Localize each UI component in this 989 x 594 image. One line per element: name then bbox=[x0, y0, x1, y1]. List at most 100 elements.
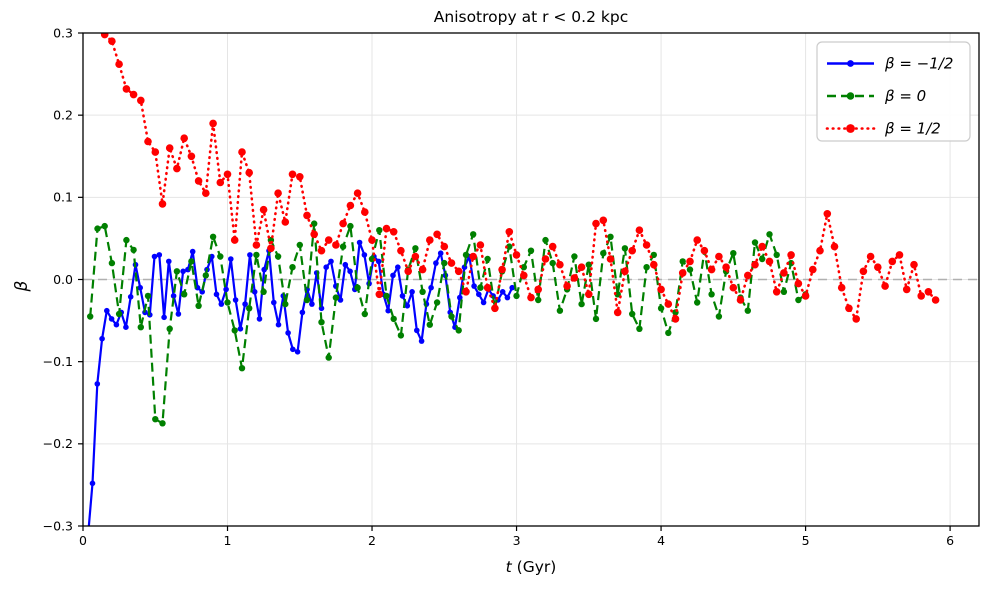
legend-item: β = 0 bbox=[827, 87, 926, 105]
data-point-marker bbox=[664, 300, 673, 308]
data-point-marker bbox=[759, 255, 766, 263]
chart-title: Anisotropy at r < 0.2 kpc bbox=[434, 8, 628, 26]
data-point-marker bbox=[113, 321, 120, 328]
y-tick-label: 0.0 bbox=[53, 272, 73, 287]
data-point-marker bbox=[454, 267, 463, 276]
data-point-marker bbox=[470, 231, 477, 238]
data-point-marker bbox=[89, 480, 96, 487]
data-point-marker bbox=[513, 292, 520, 300]
data-point-marker bbox=[175, 311, 182, 317]
x-tick-label: 6 bbox=[946, 533, 954, 548]
data-point-marker bbox=[224, 299, 231, 306]
data-point-marker bbox=[657, 285, 665, 294]
data-point-marker bbox=[317, 246, 326, 255]
x-tick-label: 3 bbox=[513, 533, 521, 548]
data-point-marker bbox=[101, 222, 108, 230]
data-point-marker bbox=[375, 258, 382, 265]
data-point-marker bbox=[332, 241, 340, 249]
data-point-marker bbox=[801, 292, 810, 300]
data-point-marker bbox=[303, 296, 311, 304]
data-point-marker bbox=[571, 253, 578, 260]
legend-label: β = −1/2 bbox=[884, 55, 953, 73]
data-point-marker bbox=[729, 283, 738, 292]
data-point-marker bbox=[874, 263, 882, 272]
data-point-marker bbox=[404, 267, 413, 276]
data-point-marker bbox=[506, 243, 513, 250]
data-point-marker bbox=[156, 252, 163, 258]
data-point-marker bbox=[409, 289, 415, 295]
data-point-marker bbox=[342, 261, 349, 268]
data-point-marker bbox=[339, 243, 347, 250]
data-point-marker bbox=[310, 230, 319, 239]
data-point-marker bbox=[881, 282, 889, 290]
data-point-marker bbox=[328, 258, 334, 265]
data-point-marker bbox=[127, 294, 134, 300]
data-point-marker bbox=[715, 313, 723, 320]
data-point-marker bbox=[505, 228, 514, 236]
data-point-marker bbox=[476, 241, 485, 249]
data-point-marker bbox=[108, 37, 116, 45]
data-point-marker bbox=[137, 96, 145, 105]
data-point-marker bbox=[678, 269, 687, 277]
data-point-marker bbox=[411, 252, 420, 261]
data-point-marker bbox=[585, 290, 593, 299]
data-point-marker bbox=[650, 251, 657, 259]
data-point-marker bbox=[209, 119, 217, 128]
series-line bbox=[102, 33, 937, 321]
data-point-marker bbox=[390, 315, 397, 323]
data-point-marker bbox=[228, 256, 234, 262]
data-point-marker bbox=[397, 332, 405, 339]
data-point-marker bbox=[129, 90, 138, 99]
data-point-marker bbox=[700, 246, 709, 255]
data-point-marker bbox=[744, 307, 751, 314]
data-point-marker bbox=[418, 265, 427, 274]
data-point-marker bbox=[433, 299, 441, 306]
data-point-marker bbox=[469, 252, 478, 261]
data-point-marker bbox=[895, 251, 904, 259]
data-point-marker bbox=[758, 242, 766, 251]
data-point-marker bbox=[471, 283, 477, 289]
data-point-marker bbox=[924, 288, 933, 296]
data-point-marker bbox=[773, 251, 780, 259]
legend: β = −1/2 β = 0 β = 1/2 bbox=[816, 41, 971, 142]
series-beta-half bbox=[100, 33, 940, 323]
data-point-marker bbox=[480, 299, 487, 306]
data-point-marker bbox=[787, 251, 795, 259]
data-point-marker bbox=[288, 170, 297, 179]
data-point-marker bbox=[123, 236, 130, 244]
data-point-marker bbox=[213, 291, 220, 298]
data-point-marker bbox=[173, 164, 181, 173]
data-point-marker bbox=[715, 252, 723, 261]
x-tick-label: 4 bbox=[657, 533, 665, 548]
data-point-marker bbox=[232, 297, 239, 303]
data-point-marker bbox=[457, 294, 463, 301]
data-point-marker bbox=[390, 272, 396, 279]
series-layer bbox=[87, 33, 940, 526]
legend-marker bbox=[846, 92, 855, 100]
data-point-marker bbox=[260, 288, 267, 295]
data-point-marker bbox=[223, 170, 232, 179]
data-point-marker bbox=[356, 239, 363, 246]
data-point-marker bbox=[259, 205, 268, 214]
data-point-marker bbox=[845, 304, 853, 313]
data-point-marker bbox=[629, 310, 636, 318]
data-point-marker bbox=[194, 177, 203, 185]
data-point-marker bbox=[202, 189, 210, 197]
data-point-marker bbox=[337, 297, 344, 303]
data-point-marker bbox=[418, 338, 425, 344]
data-point-marker bbox=[353, 189, 362, 197]
data-point-marker bbox=[708, 291, 715, 298]
data-point-marker bbox=[447, 259, 456, 267]
data-point-marker bbox=[499, 289, 506, 295]
x-tick-label: 5 bbox=[802, 533, 810, 548]
data-point-marker bbox=[491, 304, 499, 313]
data-point-marker bbox=[115, 310, 123, 318]
data-point-marker bbox=[795, 296, 802, 304]
data-point-marker bbox=[535, 296, 542, 304]
data-point-marker bbox=[404, 303, 411, 309]
data-point-marker bbox=[323, 264, 330, 271]
data-point-marker bbox=[707, 265, 716, 274]
data-point-marker bbox=[354, 284, 361, 291]
data-point-marker bbox=[809, 265, 817, 274]
